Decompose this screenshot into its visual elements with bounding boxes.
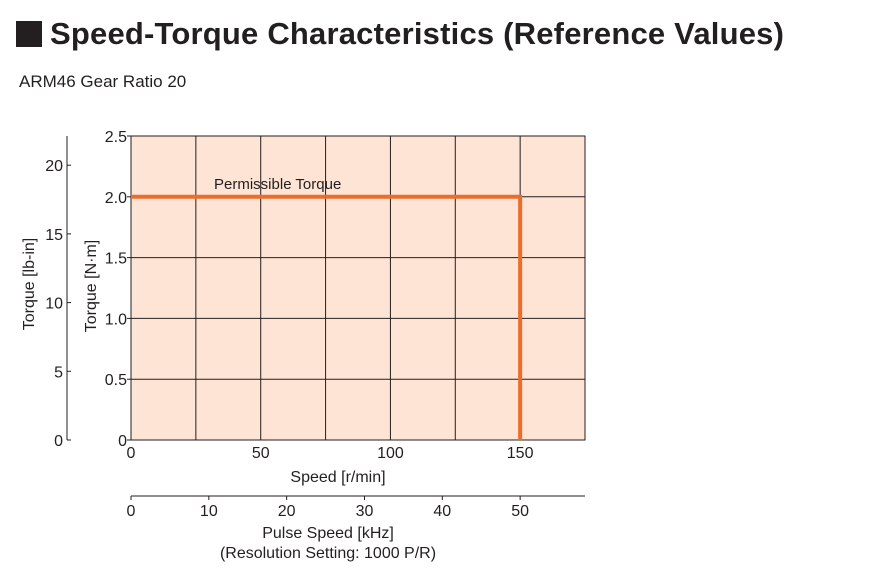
y-tick-label: 0 [118, 433, 127, 450]
x-tick-label: 100 [377, 445, 404, 462]
y-axis-label: Torque [N·m] [83, 240, 100, 332]
secondary-x-tick-label: 50 [511, 503, 529, 520]
secondary-x-tick-label: 10 [200, 503, 218, 520]
title-row: Speed-Torque Characteristics (Reference … [16, 14, 784, 54]
y-tick-label: 2.5 [105, 129, 127, 146]
permissible-torque-annotation: Permissible Torque [214, 176, 341, 193]
axes: 0 0.5 1.0 1.5 2.0 2.5 0 50 100 150 0 5 10 15 20 0 10 20 30… [45, 129, 585, 520]
y-tick-label: 1.0 [105, 311, 127, 328]
x-tick-label: 150 [507, 445, 534, 462]
plot-area [130, 135, 586, 441]
x-tick-label: 0 [127, 445, 136, 462]
secondary-y-tick-label: 5 [54, 364, 63, 381]
secondary-x-tick-label: 30 [356, 503, 374, 520]
secondary-x-tick-label: 20 [278, 503, 296, 520]
secondary-x-axis-label: Pulse Speed [kHz] [262, 525, 394, 542]
secondary-y-tick-label: 15 [45, 227, 63, 244]
x-tick-label: 50 [252, 445, 270, 462]
chart-subtitle: ARM46 Gear Ratio 20 [19, 72, 187, 91]
x-axis-label: Speed [r/min] [290, 469, 385, 486]
grid-lines [130, 135, 586, 441]
title-square-icon [16, 21, 42, 47]
secondary-y-tick-label: 10 [45, 296, 63, 313]
series-layer [131, 194, 523, 440]
secondary-y-tick-label: 0 [54, 433, 63, 450]
y-tick-label: 2.0 [105, 190, 127, 207]
secondary-x-tick-label: 0 [127, 503, 136, 520]
y-tick-label: 0.5 [105, 372, 127, 389]
permissible-torque-line [131, 194, 523, 440]
secondary-y-tick-label: 20 [45, 158, 63, 175]
secondary-y-axis-label: Torque [lb-in] [21, 238, 38, 331]
secondary-x-axis-sublabel: (Resolution Setting: 1000 P/R) [220, 545, 436, 562]
page-title: Speed-Torque Characteristics (Reference … [50, 16, 785, 51]
secondary-x-tick-label: 40 [433, 503, 451, 520]
y-tick-label: 1.5 [105, 251, 127, 268]
